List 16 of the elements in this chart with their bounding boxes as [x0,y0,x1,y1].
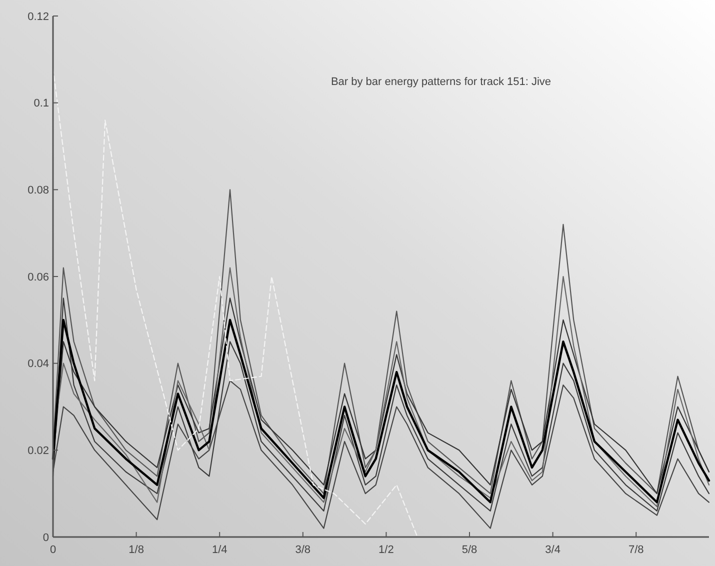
y-tick-label: 0 [42,532,49,544]
x-tick-label: 3/8 [295,544,311,556]
y-tick-label: 0.06 [28,271,49,284]
y-tick-label: 0.12 [28,10,49,23]
x-tick-label: 1/4 [212,544,228,556]
y-tick-label: 0.1 [34,98,49,110]
x-tick-label: 0 [50,544,56,556]
x-tick-label: 1/8 [128,544,144,556]
y-tick-label: 0.04 [28,358,49,370]
y-tick-label: 0.02 [28,445,49,458]
y-tick-label: 0.08 [28,184,49,197]
x-tick-label: 1/2 [378,544,394,556]
x-tick-label: 3/4 [545,544,560,556]
x-tick-label: 5/8 [462,544,478,556]
text: Bar by bar energy patterns for track 151: Jive [330,76,552,88]
x-tick-label: 7/8 [628,544,644,556]
